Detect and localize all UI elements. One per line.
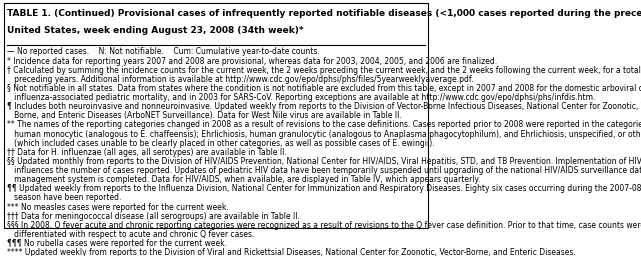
Text: influences the number of cases reported. Updates of pediatric HIV data have been: influences the number of cases reported.…	[6, 166, 641, 175]
Text: ††† Data for meningococcal disease (all serogroups) are available in Table II.: ††† Data for meningococcal disease (all …	[6, 212, 299, 221]
Text: season have been reported.: season have been reported.	[6, 194, 121, 202]
Text: management system is completed. Data for HIV/AIDS, when available, are displayed: management system is completed. Data for…	[6, 175, 480, 184]
Text: ** The names of the reporting categories changed in 2008 as a result of revision: ** The names of the reporting categories…	[6, 120, 641, 130]
Text: influenza-associated pediatric mortality, and in 2003 for SARS-CoV. Reporting ex: influenza-associated pediatric mortality…	[6, 93, 595, 102]
Text: †† Data for H. influenzae (all ages, all serotypes) are available in Table II.: †† Data for H. influenzae (all ages, all…	[6, 148, 287, 157]
Text: human monocytic (analogous to E. chaffeensis); Ehrlichiosis, human granulocytic : human monocytic (analogous to E. chaffee…	[6, 130, 641, 138]
Text: ¶¶¶ No rubella cases were reported for the current week.: ¶¶¶ No rubella cases were reported for t…	[6, 239, 226, 248]
FancyBboxPatch shape	[4, 3, 428, 228]
Text: — No reported cases.    N: Not notifiable.    Cum: Cumulative year-to-date count: — No reported cases. N: Not notifiable. …	[6, 47, 319, 57]
Text: differentiated with respect to acute and chronic Q fever cases.: differentiated with respect to acute and…	[6, 230, 254, 239]
Text: TABLE 1. (Continued) Provisional cases of infrequently reported notifiable disea: TABLE 1. (Continued) Provisional cases o…	[6, 9, 641, 18]
Text: ¶¶ Updated weekly from reports to the Influenza Division, National Center for Im: ¶¶ Updated weekly from reports to the In…	[6, 184, 641, 193]
Text: United States, week ending August 23, 2008 (34th week)*: United States, week ending August 23, 20…	[6, 26, 303, 35]
Text: Borne, and Enteric Diseases (ArboNET Surveillance). Data for West Nile virus are: Borne, and Enteric Diseases (ArboNET Sur…	[6, 111, 401, 120]
Text: §§ Updated monthly from reports to the Division of HIV/AIDS Prevention, National: §§ Updated monthly from reports to the D…	[6, 157, 641, 166]
Text: §§§ In 2008, Q fever acute and chronic reporting categories were recognized as a: §§§ In 2008, Q fever acute and chronic r…	[6, 221, 641, 230]
Text: ¶ Includes both neuroinvasive and nonneuroinvasive. Updated weekly from reports : ¶ Includes both neuroinvasive and nonneu…	[6, 102, 641, 111]
Text: § Not notifiable in all states. Data from states where the condition is not noti: § Not notifiable in all states. Data fro…	[6, 84, 641, 93]
Text: *** No measles cases were reported for the current week.: *** No measles cases were reported for t…	[6, 202, 228, 211]
Text: † Calculated by summing the incidence counts for the current week, the 2 weeks p: † Calculated by summing the incidence co…	[6, 66, 641, 75]
Text: * Incidence data for reporting years 2007 and 2008 are provisional, whereas data: * Incidence data for reporting years 200…	[6, 57, 497, 66]
Text: **** Updated weekly from reports to the Division of Viral and Rickettsial Diseas: **** Updated weekly from reports to the …	[6, 248, 575, 256]
Text: (which included cases unable to be clearly placed in other categories, as well a: (which included cases unable to be clear…	[6, 139, 434, 148]
Text: preceding years. Additional information is available at http://www.cdc.gov/epo/d: preceding years. Additional information …	[6, 75, 473, 84]
